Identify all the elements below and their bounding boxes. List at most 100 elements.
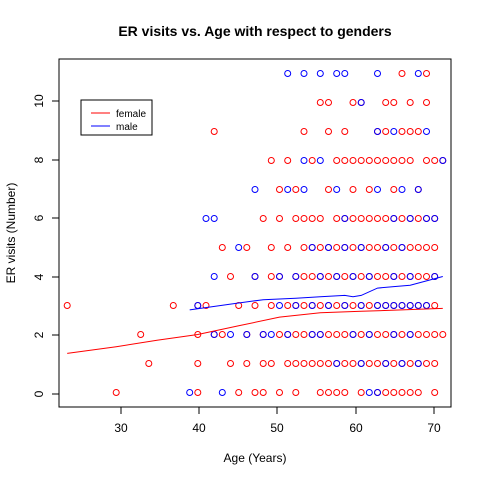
female-point [423,273,430,280]
male-point [300,70,308,77]
male-point [374,128,381,135]
male-point [423,128,430,135]
female-point [218,244,226,251]
male-point [333,360,341,367]
female-point [398,70,406,77]
male-point [308,331,316,338]
male-point [414,360,422,367]
female-point [390,244,398,251]
female-point [333,215,341,222]
female-point [423,70,430,77]
female-point [398,273,406,280]
female-trend-line [67,307,443,354]
female-point [365,244,373,251]
female-point [194,360,202,367]
male-point [341,302,349,309]
female-point [63,302,71,309]
female-point [325,331,332,338]
female-point [325,186,332,193]
female-point [267,157,275,164]
female-point [325,99,332,106]
male-point [276,273,283,280]
male-point [202,215,210,222]
x-axis: 30 40 50 60 70 [114,406,441,435]
female-point [308,157,316,164]
male-point [316,273,324,280]
female-point [259,389,267,396]
male-point [398,186,406,193]
female-point [431,331,439,338]
male-point [316,70,324,77]
male-point [325,302,332,309]
male-point [341,70,349,77]
chart-title: ER visits vs. Age with respect to gender… [118,23,392,39]
female-point [398,331,406,338]
female-point [145,360,153,367]
male-point [406,302,414,309]
female-point [365,186,373,193]
female-point [267,360,275,367]
female-point [300,360,308,367]
female-point [300,244,308,251]
male-point [276,302,283,309]
female-point [333,389,341,396]
male-point [357,99,365,106]
female-point [349,157,357,164]
male-point [374,389,381,396]
female-point [406,157,414,164]
male-point [406,273,414,280]
x-tick-label-40: 40 [192,421,206,435]
female-point [267,302,275,309]
female-point [284,157,292,164]
female-point [333,244,341,251]
male-point [292,273,300,280]
female-point [414,244,422,251]
female-point [325,128,332,135]
female-point [251,302,259,309]
female-point [382,157,390,164]
female-point [267,244,275,251]
x-tick-label-50: 50 [270,421,284,435]
female-point [316,302,324,309]
male-point [398,302,406,309]
female-point [406,244,414,251]
female-point [300,302,308,309]
y-tick-label-0: 0 [32,390,46,397]
female-point [398,215,406,222]
male-point [259,331,267,338]
female-point [292,186,300,193]
male-point [341,215,349,222]
female-point [414,128,422,135]
male-point [382,302,390,309]
female-point [333,331,341,338]
male-point [316,157,324,164]
male-point [349,331,357,338]
male-point [284,186,292,193]
male-point [227,331,234,338]
female-point [414,273,422,280]
male-point [292,302,300,309]
female-point [316,215,324,222]
female-point [284,302,292,309]
female-point [382,99,390,106]
female-point [308,215,316,222]
male-point [357,244,365,251]
male-point [365,331,373,338]
male-point [390,128,398,135]
female-point [349,360,357,367]
female-point [341,128,349,135]
female-point [267,273,275,280]
male-point [243,331,251,338]
male-point [284,70,292,77]
female-point [292,360,300,367]
female-point [406,360,414,367]
female-point [308,360,316,367]
female-point [431,360,439,367]
female-point [325,273,332,280]
male-point [210,273,218,280]
female-point [227,273,234,280]
male-point [365,389,373,396]
female-point [382,389,390,396]
female-point [349,244,357,251]
